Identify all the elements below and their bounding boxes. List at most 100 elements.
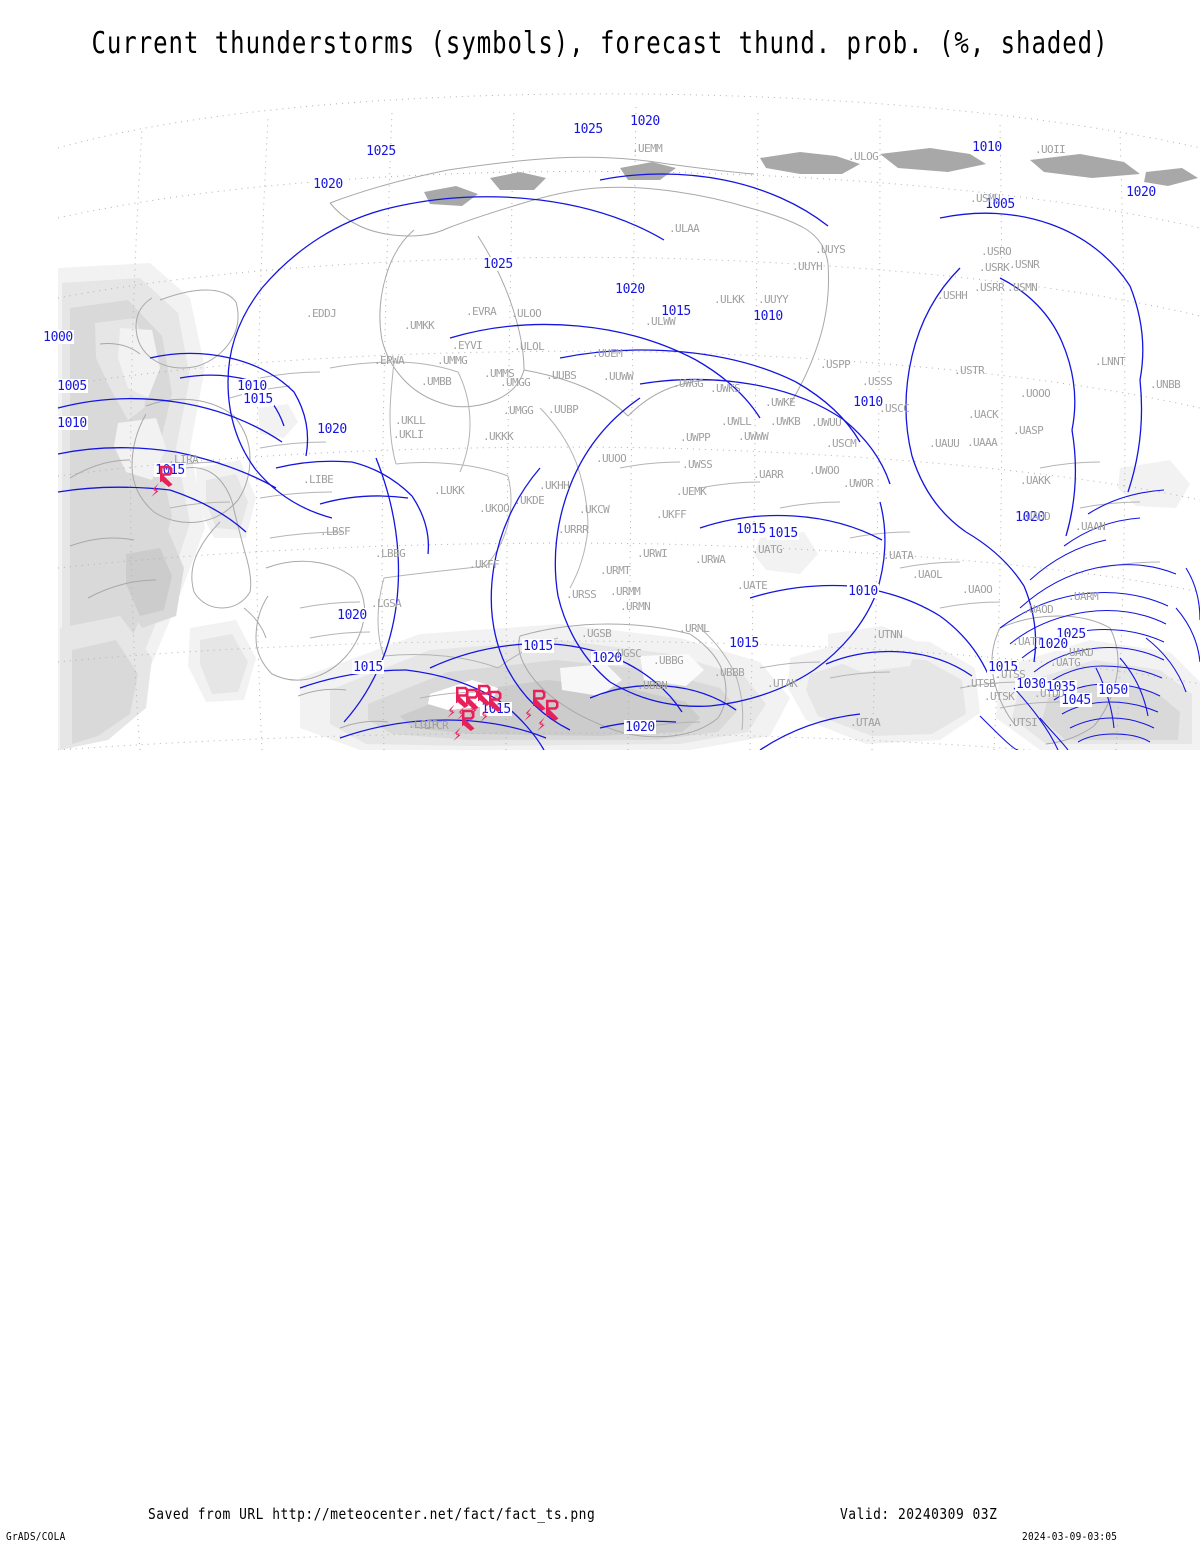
station-label: .UADD (1020, 510, 1050, 523)
thunderstorm-symbol (453, 709, 475, 741)
isobar-label: 1020 (630, 114, 660, 129)
isobar-label: 1005 (57, 379, 87, 394)
thunderstorm-glyph (524, 689, 546, 721)
station-label: .UARR (753, 468, 784, 481)
station-label: .UMGG (503, 404, 533, 417)
isobar-label-halo (847, 584, 879, 598)
station-label: .USNR (1009, 258, 1040, 271)
station-label: .UKFF (469, 558, 499, 571)
station-label: .UMKK (404, 319, 435, 332)
isobar-label-halo (572, 122, 604, 136)
thunderstorm-glyph (453, 709, 475, 741)
station-label: .URSS (566, 588, 596, 601)
thunderstorm-glyph (480, 690, 502, 722)
thunderstorm-symbol (480, 690, 502, 722)
generated-timestamp-text: 2024-03-09-03:05 (1022, 1530, 1118, 1543)
map-svg: 1025 1020 1020 1025 1010 1020 1005 1025 1020 1015… (0, 68, 1200, 750)
station-label: .UATG (1050, 656, 1080, 669)
isobar-label: 1020 (615, 282, 645, 297)
isobar-label: 1050 (1098, 683, 1128, 698)
station-label: .UWPP (680, 431, 711, 444)
thunderstorm-glyph (537, 699, 559, 731)
station-label: .USRR (974, 281, 1005, 294)
station-label: .ULAA (669, 222, 700, 235)
thunderstorm-symbol (524, 689, 546, 721)
station-label: .UWKE (765, 396, 795, 409)
station-label: .ULOL (514, 340, 545, 353)
isobar-label-halo (242, 392, 274, 406)
station-label: .LGIR (408, 718, 439, 731)
isobar-label-halo (316, 422, 348, 436)
station-label: .UKDE (514, 494, 544, 507)
isobar-label: 1010 (753, 309, 783, 324)
isobar-label: 1010 (972, 140, 1002, 155)
isobar-label: 1010 (848, 584, 878, 599)
station-label: .URWI (637, 547, 667, 560)
station-label: .UKLL (395, 414, 426, 427)
station-label: .USCC (879, 402, 909, 415)
station-label: .EPWA (374, 354, 405, 367)
station-label: .UAUU (929, 437, 959, 450)
thunderstorm-glyph (469, 684, 491, 716)
isobar-label: 1035 (1046, 680, 1076, 695)
isobar-label-halo (365, 144, 397, 158)
coastline-layer (69, 148, 1198, 745)
isobar-label: 1010 (853, 395, 883, 410)
station-label: .UWKS (710, 382, 740, 395)
isobar-label-halo (236, 379, 268, 393)
station-label: .UACK (968, 408, 999, 421)
station-label: .USRK (979, 261, 1010, 274)
station-label: .UUBP (548, 403, 579, 416)
isobar-label-halo (629, 114, 661, 128)
thunderstorm-symbol (457, 688, 479, 720)
isobar-label: 1020 (625, 720, 655, 735)
station-label: .UWGG (673, 377, 703, 390)
thunderstorm-symbol (469, 684, 491, 716)
station-label: .UBBG (653, 654, 683, 667)
station-label: .UUYY (758, 293, 789, 306)
station-label: .UWOR (843, 477, 874, 490)
station-label: .UAKK (1020, 474, 1051, 487)
isobar-label-halo (352, 660, 384, 674)
station-label: .UAOO (962, 583, 992, 596)
isobar-label: 1005 (985, 197, 1015, 212)
isobar-labels-group: 1025 1020 1020 1025 1010 1020 1005 1025 1020 1015… (42, 114, 1157, 735)
isobar-label: 1015 (661, 304, 691, 319)
station-label: .USRO (981, 245, 1011, 258)
isobar-label-halo (312, 177, 344, 191)
isobar-label-halo (42, 330, 74, 344)
station-label: .UGSB (581, 627, 612, 640)
station-label: .UUYH (792, 260, 822, 273)
source-url-text: Saved from URL http://meteocenter.net/fa… (148, 1505, 596, 1523)
isobar-label: 1015 (988, 660, 1018, 675)
isobar-label: 1020 (1015, 510, 1045, 525)
isobar-label: 1000 (43, 330, 73, 345)
station-label: .UTSS (995, 668, 1025, 681)
station-label: .UTAK (767, 677, 798, 690)
station-label: .LUKK (434, 484, 465, 497)
isobar-label-halo (767, 526, 799, 540)
station-label: .USSS (862, 375, 892, 388)
station-label: .UWSS (682, 458, 712, 471)
station-label: .UUWW (603, 370, 634, 383)
station-label: .UMMS (484, 367, 514, 380)
station-label: .USCM (826, 437, 857, 450)
station-label: .UBBB (714, 666, 745, 679)
isobar-label: 1030 (1016, 677, 1046, 692)
station-label: .URMN (620, 600, 650, 613)
valid-time-text: Valid: 20240309 03Z (840, 1505, 998, 1523)
isobar-label: 1010 (237, 379, 267, 394)
station-label: .URMT (600, 564, 631, 577)
station-label: .UASP (1013, 424, 1044, 437)
station-label: .UARM (1068, 590, 1099, 603)
station-label: .USMN (1007, 281, 1037, 294)
isobar-label: 1020 (317, 422, 347, 437)
isobar-label: 1015 (736, 522, 766, 537)
station-label: .EVRA (466, 305, 497, 318)
isobar-label: 1020 (1038, 637, 1068, 652)
isobar-label: 1020 (1126, 185, 1156, 200)
station-label: .UOII (1035, 143, 1065, 156)
station-label: .UUYS (815, 243, 845, 256)
station-label: .ULKK (714, 293, 745, 306)
station-label: .LIBE (303, 473, 333, 486)
